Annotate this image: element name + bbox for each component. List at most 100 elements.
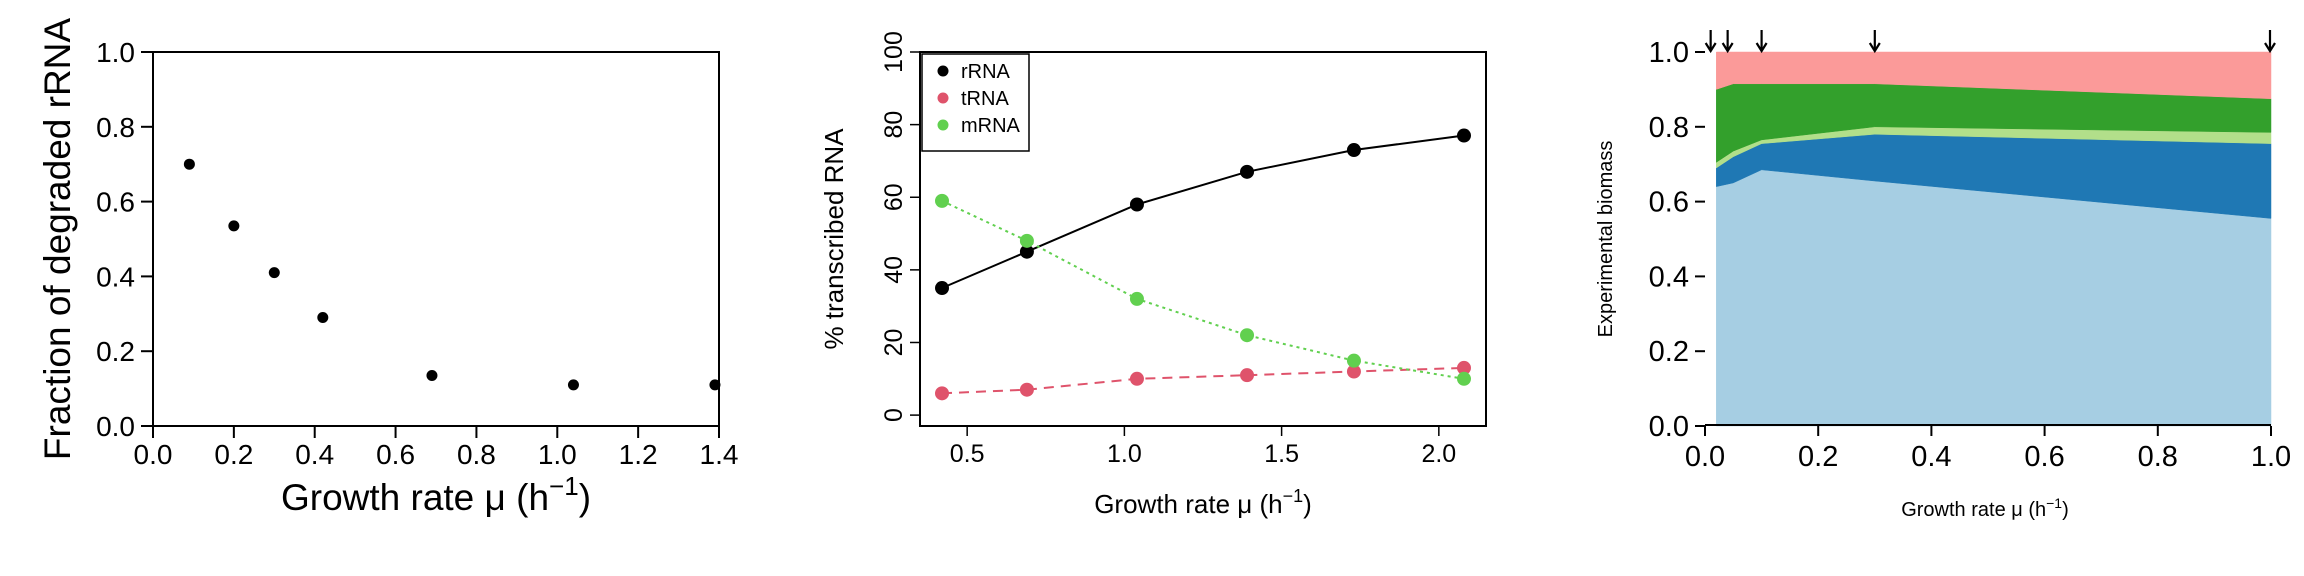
data-point [268,267,280,279]
y-tick-label: 0.0 [96,411,135,442]
x-tick-label: 0.6 [2024,441,2064,473]
y-tick-label: 0.4 [1649,261,1689,293]
legend-marker-mrna [937,119,949,131]
y-tick-label: 1.0 [96,37,135,68]
y-tick-label: 0 [880,408,908,422]
x-axis-label: Growth rate μ (h−1) [1901,495,2069,521]
panel-degraded-rrna: 0.0 0.2 0.4 0.6 0.8 1.0 1.2 1.4 0.0 0.2 0.4 0.6 0.8 1… [37,18,738,518]
y-tick-label: 80 [880,111,908,139]
x-tick-label: 1.2 [619,439,658,470]
data-point-trna [1346,364,1361,379]
stacked-areas [1716,51,2272,427]
arrow-head [1721,42,1734,54]
x-tick-label: 2.0 [1421,440,1456,468]
y-tick-label: 0.0 [1649,411,1689,443]
x-tick-label: 0.0 [134,439,173,470]
y-tick-label: 0.6 [1649,187,1689,219]
legend: rRNA tRNA mRNA [921,53,1030,152]
area-layer-5 [1716,51,2272,100]
data-point [183,158,195,170]
legend-label-trna: tRNA [961,88,1009,110]
y-tick-label: 0.2 [96,336,135,367]
data-point-rrna [1346,143,1361,158]
data-point-mrna [1346,353,1361,368]
x-tick-label: 1.4 [700,439,739,470]
data-point-rrna [935,281,950,296]
data-point-mrna [935,193,950,208]
data-point-mrna [1240,328,1255,343]
x-tick-label: 0.8 [457,439,496,470]
plot-frame [152,51,720,427]
y-axis-label: Experimental biomass [1595,141,1617,338]
tick-marks: 0.0 0.2 0.4 0.6 0.8 1.0 1.2 1.4 0.0 0.2 0.4 0.6 0.8 1… [96,37,738,470]
x-tick-label: 0.0 [1685,441,1725,473]
data-points [183,158,721,391]
arrow-head [1704,42,1717,54]
tick-marks: 0.5 1.0 1.5 2.0 0 20 40 60 80 100 [880,31,1456,468]
arrow-head [1868,42,1881,54]
x-tick-label: 1.0 [538,439,577,470]
y-tick-label: 0.4 [96,261,135,292]
x-tick-label: 0.2 [1798,441,1838,473]
data-point-mrna [1019,233,1034,248]
data-point [317,312,329,324]
data-point-rrna [1019,244,1034,259]
data-points [935,128,1471,401]
legend-label-rrna: rRNA [961,61,1011,83]
series-line-rrna [941,134,1465,289]
series-lines [941,134,1465,395]
data-point-rrna [1456,128,1471,143]
x-axis-label-close: ) [2062,499,2069,521]
x-tick-label: 0.4 [295,439,334,470]
x-axis-label-sup: −1 [1283,486,1304,506]
y-tick-label: 20 [880,329,908,357]
y-tick-label: 100 [880,31,908,73]
data-point [228,220,240,232]
arrow-head [1755,42,1768,54]
x-tick-label: 1.0 [1107,440,1142,468]
legend-label-mrna: mRNA [961,115,1021,137]
y-tick-label: 0.8 [1649,112,1689,144]
data-point-trna [1240,368,1255,383]
x-axis-label-sup: −1 [549,471,579,501]
data-point-trna [1129,371,1144,386]
x-axis-label: Growth rate μ (h−1) [281,471,591,518]
y-tick-label: 40 [880,256,908,284]
legend-marker-rrna [937,65,949,77]
x-axis-label-main: Growth rate μ (h [1901,499,2046,521]
y-tick-label: 0.6 [96,187,135,218]
x-axis-label-close: ) [579,477,591,518]
y-axis-label: % transcribed RNA [819,128,849,350]
data-point [567,379,579,391]
data-point-mrna [1129,291,1144,306]
y-tick-label: 60 [880,183,908,211]
plot-frame [919,51,1487,427]
x-axis-label-close: ) [1303,489,1312,519]
data-point-trna [1456,360,1471,375]
legend-marker-trna [937,92,949,104]
x-axis-label-main: Growth rate μ (h [281,477,549,518]
data-point-trna [1019,382,1034,397]
y-tick-label: 0.8 [96,112,135,143]
y-tick-label: 1.0 [1649,37,1689,69]
data-point-rrna [1129,197,1144,212]
x-axis-label-main: Growth rate μ (h [1094,489,1282,519]
tick-marks: 0.0 0.2 0.4 0.6 0.8 1.0 0.0 0.2 0.4 0.6 0.8 1.0 [1649,37,2291,473]
x-tick-label: 1.5 [1264,440,1299,468]
data-point-rrna [1240,164,1255,179]
series-line-trna [941,366,1465,395]
y-axis-label: Fraction of degraded rRNA [37,18,78,460]
series-line-mrna [941,199,1465,380]
data-point-trna [935,386,950,401]
panel-transcribed-rna: 0.5 1.0 1.5 2.0 0 20 40 60 80 100 rRNA tRNA mRNA % … [819,31,1487,519]
sample-arrows [1704,30,2276,54]
data-point-mrna [1456,371,1471,386]
x-tick-label: 0.8 [2138,441,2178,473]
data-point [426,370,438,382]
x-tick-label: 0.4 [1911,441,1951,473]
data-point [709,379,721,391]
x-tick-label: 0.2 [214,439,253,470]
arrow-head [2264,42,2276,54]
x-axis-label: Growth rate μ (h−1) [1094,486,1312,519]
